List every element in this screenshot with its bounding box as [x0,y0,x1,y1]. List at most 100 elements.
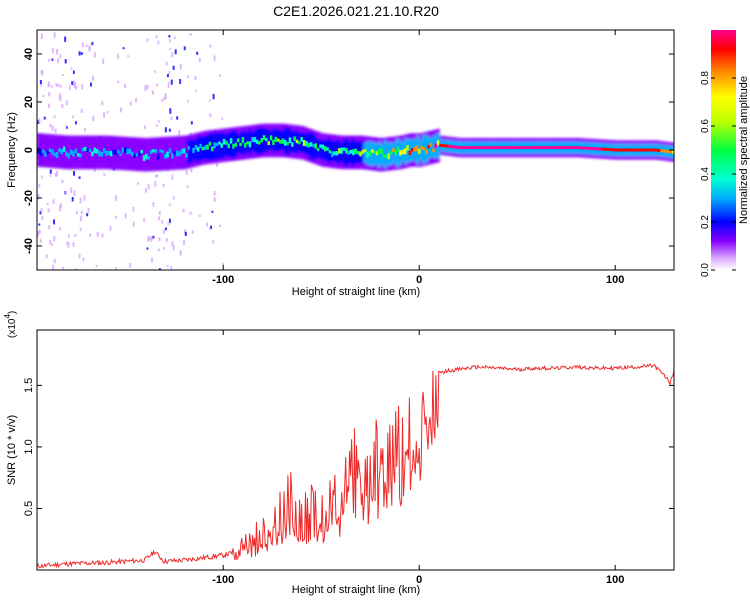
spectrogram-speckle-dot [70,187,73,193]
spectrogram-ridge-cell [366,151,369,158]
spectrogram-speckle-dot [40,33,43,40]
spectrogram-ridge-cell [486,146,489,150]
spectrogram-ridge-cell [622,148,626,152]
spectrogram-ridge-cell [211,146,214,152]
spectrogram-ridge-cell [267,141,270,146]
spectrogram-inner-column [257,127,261,155]
spectrogram-ridge-cell [465,146,468,150]
spectrogram-ridge-cell [359,151,362,157]
spectrogram-inner-column [189,138,193,164]
spectrogram-ridge-cell [495,146,499,150]
spectrogram-speckle-dot [165,61,168,66]
spectrogram-ridge-cell [401,149,405,155]
spectrogram-speckle-dot [42,94,45,98]
spectrogram-ridge-cell [189,151,193,158]
snr-panel: -100 0 100 0.5 1.0 1.5 Height of straight lin… [3,311,675,596]
spectrogram-speckle-dot [47,208,50,213]
spectrogram-speckle-dot [168,70,171,74]
spectrogram-speckle-dot [176,116,179,120]
spectrogram-ridge-cell [196,146,200,152]
spectrogram-speckle-dot [115,195,118,201]
spectrogram-ridge-cell [450,145,454,149]
spectrogram-speckle-dot [60,203,63,208]
spectrogram-speckle-dot [47,81,50,87]
spectrogram-speckle-dot [101,233,104,238]
spectrogram-ridge-cell [305,140,308,147]
spectrogram-ridge-cell [180,148,183,155]
spectrogram-speckle-dot [51,243,54,246]
spectrogram-ridge-cell [291,142,294,147]
spectrogram-ridge-cell [512,146,515,150]
spectrogram-speckle-dot [47,83,50,88]
spectrogram-speckle-dot [49,174,52,177]
spectrogram-ytick-label: 20 [23,96,35,108]
spectrogram-ridge-cell [427,144,430,149]
spectrogram-inner-column [342,139,346,166]
svg-text:(x104): (x104) [3,311,18,338]
spectrogram-ridge-cell [258,141,261,145]
spectrogram-speckle-dot [194,89,197,92]
spectrogram-ridge-cell [368,151,372,156]
spectrogram-ridge-cell [669,150,673,154]
spectrogram-ridge-cell [74,148,78,154]
spectrogram-speckle-dot [119,107,122,113]
spectrogram-inner-column [322,139,326,161]
spectrogram-speckle-dot [169,47,172,51]
spectrogram-xtick-label: -100 [212,274,234,286]
spectrogram-ridge-cell [660,149,663,153]
spectrogram-speckle-dot [150,236,153,240]
spectrogram-ridge-cell [76,153,80,157]
spectrogram-speckle-dot [40,69,43,75]
spectrogram-speckle-dot [216,162,219,167]
spectrogram-ridge-cell [276,138,280,142]
spectrogram-ridge-cell [138,152,141,156]
spectrogram-inner-column [154,141,158,168]
spectrogram-ridge-cell [272,139,275,145]
spectrogram-ridge-cell [380,148,383,155]
spectrogram-speckle-dot [184,231,187,236]
spectrogram-speckle-dot [127,55,130,58]
spectrogram-ridge-cell [606,147,609,151]
spectrogram-ridge-cell [326,147,329,151]
spectrogram-inner-column [436,133,440,159]
spectrogram-ridge-cell [462,146,466,150]
spectrogram-speckle-dot [91,41,94,46]
colorbar-label: Normalized spectral amplitude [738,76,750,224]
spectrogram-ridge-cell [352,149,355,156]
spectrogram-speckle-dot [170,79,173,85]
spectrogram-ridge-cell [396,146,400,153]
spectrogram-speckle-dot [169,39,172,43]
snr-ylabel: SNR (10 * v/v) [6,415,18,485]
spectrogram-ridge-cell [526,146,529,150]
colorbar-tick-label: 0.2 [700,215,711,229]
spectrogram-speckle-dot [164,227,167,231]
spectrogram-ridge-cell [105,150,108,157]
spectrogram-speckle-dot [89,82,92,87]
spectrogram-speckle-dot [55,83,58,87]
spectrogram-speckle-dot [213,197,216,202]
spectrogram-speckle-dot [79,215,82,222]
spectrogram-ridge-cell [547,146,550,150]
spectrogram-ridge-cell [570,146,574,150]
spectrogram-ridge-cell [545,146,548,150]
spectrogram-inner-column [266,128,270,153]
snr-series-line [37,363,674,569]
colorbar-tick-label: 0.4 [700,167,711,181]
spectrogram-ridge-cell [262,135,266,140]
spectrogram-speckle-dot [79,227,82,232]
spectrogram-speckle-dot [67,234,70,238]
spectrogram-ridge-cell [413,147,416,152]
spectrogram-ridge-cell [65,151,68,157]
spectrogram-speckle-dot [102,58,105,64]
spectrogram-ridge-cell [293,136,296,141]
spectrogram-speckle-dot [158,237,161,242]
spectrogram-ridge-cell [625,148,628,152]
spectrogram-speckle-dot [157,248,160,252]
spectrogram-ridge-cell [620,148,623,152]
spectrogram-speckle-dot [38,229,41,234]
spectrogram-ytick-label: -40 [23,238,35,254]
spectrogram-ridge-cell [608,148,612,152]
spectrogram-inner-column [392,143,396,164]
spectrogram-ridge-cell [373,150,376,154]
spectrogram-ridge-cell [432,148,435,153]
